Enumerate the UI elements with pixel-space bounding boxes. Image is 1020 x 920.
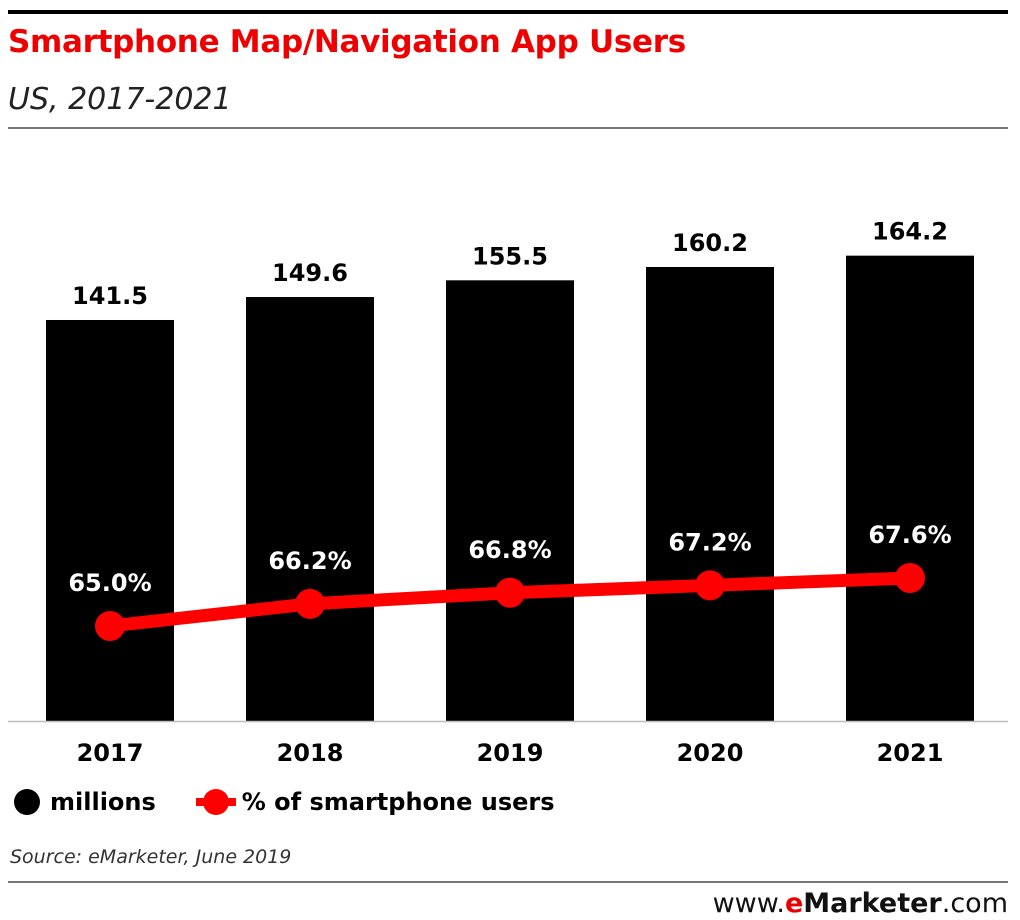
line-label-2020: 67.2% <box>668 528 751 556</box>
line-label-2017: 65.0% <box>68 569 151 597</box>
legend-swatch-percent <box>195 789 236 815</box>
footer-divider <box>8 881 1008 883</box>
line-point-2021 <box>895 563 925 594</box>
chart-title: Smartphone Map/Navigation App Users <box>8 24 686 60</box>
bar-2018 <box>246 297 374 721</box>
line-label-2018: 66.2% <box>268 547 351 575</box>
header-divider <box>8 127 1008 129</box>
bar-2019 <box>446 280 574 721</box>
bar-2017 <box>46 319 174 721</box>
legend-label-millions: millions <box>50 788 156 816</box>
bar-2020 <box>646 266 774 721</box>
line-label-2021: 67.6% <box>868 521 951 549</box>
x-tick-2019: 2019 <box>477 739 544 767</box>
legend-label-percent: % of smartphone users <box>241 788 555 816</box>
chart-subtitle: US, 2017-2021 <box>8 82 232 117</box>
top-rule <box>8 10 1008 14</box>
legend-swatch-millions <box>14 789 40 815</box>
line-label-2019: 66.8% <box>468 536 551 564</box>
bar-label-2021: 164.2 <box>872 218 948 246</box>
x-tick-2018: 2018 <box>277 739 344 767</box>
bar-label-2018: 149.6 <box>272 259 348 287</box>
bar-2021 <box>846 255 974 721</box>
legend: millions % of smartphone users <box>14 788 555 816</box>
line-point-2018 <box>295 588 325 619</box>
line-point-2020 <box>695 570 725 601</box>
chart-area: 141.5 2017 149.6 2018 155.5 2019 160.2 2020 164.… <box>8 218 1008 767</box>
bar-label-2019: 155.5 <box>472 242 548 270</box>
brand-logo: www.eMarketer.com <box>712 888 1008 919</box>
line-point-2017 <box>95 611 125 641</box>
line-point-2019 <box>495 577 525 608</box>
x-tick-2017: 2017 <box>77 739 144 767</box>
source-note: Source: eMarketer, June 2019 <box>10 846 292 868</box>
bar-label-2020: 160.2 <box>672 229 748 257</box>
bar-label-2017: 141.5 <box>72 282 148 310</box>
x-tick-2021: 2021 <box>877 739 944 767</box>
x-tick-2020: 2020 <box>677 739 744 767</box>
